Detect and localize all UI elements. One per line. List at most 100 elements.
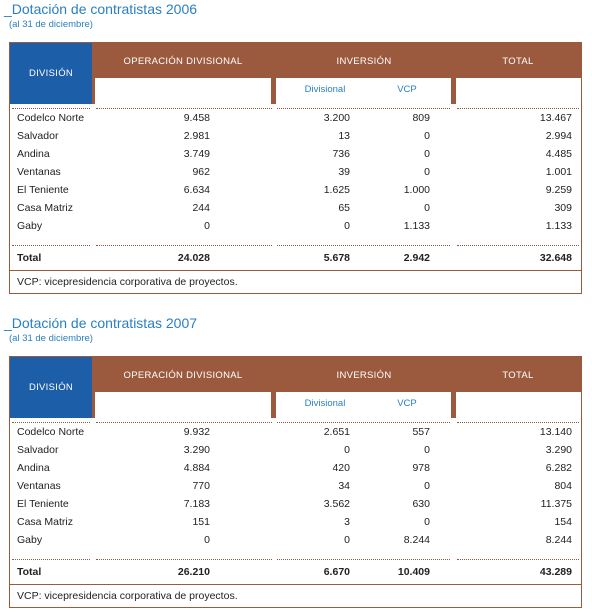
header-total: TOTAL — [502, 56, 534, 67]
cell-value: 557 — [412, 426, 430, 438]
cell-value: 2.651 — [323, 426, 350, 438]
cell-value: 736 — [332, 148, 350, 160]
cell-value: 2.994 — [545, 130, 572, 142]
cell-value: 8.244 — [403, 534, 430, 546]
cell-value: 6.282 — [545, 462, 572, 474]
cell-value: 11.375 — [540, 498, 572, 510]
header-divisional: Divisional — [304, 84, 346, 95]
cell-value: 65 — [338, 202, 350, 214]
cell-value: 244 — [192, 202, 210, 214]
cell-value: 420 — [332, 462, 350, 474]
row-label: El Teniente — [17, 184, 69, 196]
cell-value: 1.001 — [545, 166, 572, 178]
cell-value: 7.183 — [183, 498, 210, 510]
cell-value: 3.290 — [545, 444, 572, 456]
cell-value: 0 — [204, 534, 210, 546]
section-subtitle: (al 31 de diciembre) — [9, 333, 93, 344]
division-label: DIVISIÓN — [28, 68, 74, 79]
row-label: Andina — [17, 148, 50, 160]
total-value: 2.942 — [403, 252, 430, 264]
cell-value: 3.290 — [183, 444, 210, 456]
row-divider — [12, 108, 90, 109]
row-divider — [12, 559, 90, 560]
row-divider — [96, 245, 272, 246]
row-divider — [277, 559, 450, 560]
total-value: 43.289 — [539, 566, 572, 578]
cell-value: 1.625 — [323, 184, 350, 196]
total-label: Total — [17, 252, 42, 264]
footnote-divider — [9, 270, 582, 271]
footnote: VCP: vicepresidencia corporativa de proy… — [17, 276, 238, 288]
cell-value: 39 — [338, 166, 350, 178]
cell-value: 0 — [424, 444, 430, 456]
cell-value: 804 — [554, 480, 572, 492]
cell-value: 309 — [554, 202, 572, 214]
row-divider — [457, 422, 579, 423]
row-label: Salvador — [17, 130, 59, 142]
row-label: Ventanas — [17, 480, 61, 492]
total-value: 24.028 — [177, 252, 210, 264]
header-total: TOTAL — [502, 370, 534, 381]
cell-value: 0 — [344, 444, 350, 456]
section-subtitle: (al 31 de diciembre) — [9, 19, 93, 30]
cell-value: 0 — [424, 130, 430, 142]
cell-value: 0 — [424, 480, 430, 492]
division-header — [10, 357, 92, 418]
footnote-divider — [9, 584, 582, 585]
cell-value: 151 — [192, 516, 210, 528]
total-value: 10.409 — [397, 566, 430, 578]
cell-value: 4.884 — [183, 462, 210, 474]
cell-value: 13 — [338, 130, 350, 142]
cell-value: 2.981 — [183, 130, 210, 142]
header-divisional: Divisional — [304, 398, 346, 409]
cell-value: 9.458 — [183, 112, 210, 124]
header-inversion: INVERSIÓN — [336, 56, 392, 67]
cell-value: 8.244 — [545, 534, 572, 546]
row-divider — [277, 245, 450, 246]
cell-value: 0 — [424, 202, 430, 214]
cell-value: 978 — [412, 462, 430, 474]
row-divider — [96, 108, 272, 109]
subheader-cell — [95, 78, 271, 104]
row-divider — [457, 245, 579, 246]
cell-value: 1.133 — [545, 220, 572, 232]
footnote: VCP: vicepresidencia corporativa de proy… — [17, 590, 238, 602]
subheader-cell — [456, 392, 581, 418]
header-vcp: VCP — [397, 84, 417, 95]
cell-value: 154 — [554, 516, 572, 528]
cell-value: 9.932 — [183, 426, 210, 438]
header-inversion: INVERSIÓN — [336, 370, 392, 381]
division-label: DIVISIÓN — [28, 382, 74, 393]
cell-value: 3.562 — [323, 498, 350, 510]
cell-value: 0 — [344, 534, 350, 546]
section-title: _Dotación de contratistas 2006 — [4, 1, 198, 17]
cell-value: 809 — [412, 112, 430, 124]
total-value: 32.648 — [539, 252, 572, 264]
row-label: Casa Matriz — [17, 202, 74, 214]
header-vcp: VCP — [397, 398, 417, 409]
cell-value: 13.467 — [539, 112, 572, 124]
subheader-cell — [276, 78, 451, 104]
cell-value: 962 — [192, 166, 210, 178]
header-operacion: OPERACIÓN DIVISIONAL — [123, 56, 243, 67]
subheader-cell — [95, 392, 271, 418]
row-divider — [96, 422, 272, 423]
cell-value: 0 — [424, 166, 430, 178]
row-label: Codelco Norte — [17, 426, 85, 438]
total-value: 26.210 — [177, 566, 210, 578]
total-value: 5.678 — [323, 252, 350, 264]
row-label: Codelco Norte — [17, 112, 85, 124]
row-label: Casa Matriz — [17, 516, 74, 528]
cell-value: 9.259 — [545, 184, 572, 196]
cell-value: 3 — [344, 516, 350, 528]
division-header — [10, 43, 92, 104]
cell-value: 0 — [204, 220, 210, 232]
row-label: Andina — [17, 462, 50, 474]
cell-value: 770 — [192, 480, 210, 492]
row-divider — [457, 108, 579, 109]
cell-value: 630 — [412, 498, 430, 510]
cell-value: 1.000 — [403, 184, 430, 196]
row-divider — [12, 422, 90, 423]
row-divider — [457, 559, 579, 560]
